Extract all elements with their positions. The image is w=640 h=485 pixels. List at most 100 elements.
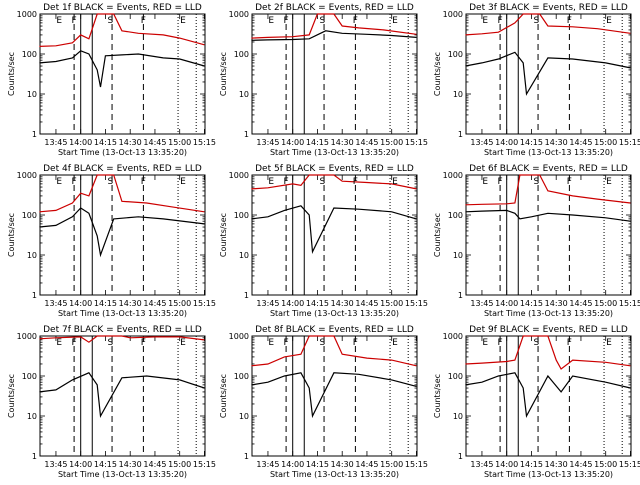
x-tick-label: 14:45 <box>569 299 592 308</box>
x-tick-label: 14:00 <box>281 460 304 469</box>
interval-marker: F <box>567 177 572 187</box>
series-red-line <box>39 174 205 213</box>
y-tick-label: 1000 <box>17 10 37 19</box>
plot-frame <box>39 174 206 296</box>
plot-frame <box>465 335 632 457</box>
interval-marker: E <box>482 16 488 26</box>
y-tick-label: 1 <box>244 130 249 139</box>
x-tick-label: 15:00 <box>380 460 403 469</box>
y-tick-label: 1 <box>458 291 463 300</box>
plot-frame <box>465 13 632 135</box>
interval-marker: F <box>72 177 77 187</box>
interval-marker: E <box>56 177 62 187</box>
x-tick-label: 13:45 <box>44 460 67 469</box>
x-tick-label: 14:15 <box>306 460 329 469</box>
interval-marker: F <box>141 338 146 348</box>
interval-marker: E <box>180 177 186 187</box>
x-tick-label: 15:00 <box>594 299 617 308</box>
x-tick-label: 14:45 <box>355 138 378 147</box>
interval-marker: S <box>534 16 540 26</box>
y-tick-label: 100 <box>22 50 37 59</box>
y-tick-label: 10 <box>239 412 249 421</box>
y-tick-label: 1 <box>32 130 37 139</box>
x-tick-label: 14:45 <box>355 299 378 308</box>
y-tick-label: 1000 <box>443 171 463 180</box>
x-tick-label: 14:30 <box>119 299 142 308</box>
y-tick-label: 10 <box>239 251 249 260</box>
x-tick-label: 14:15 <box>306 299 329 308</box>
x-tick-label: 15:00 <box>594 460 617 469</box>
x-tick-label: 15:00 <box>168 299 191 308</box>
x-tick-label: 14:30 <box>331 138 354 147</box>
interval-marker: E <box>606 338 612 348</box>
y-tick-label: 100 <box>448 372 463 381</box>
y-tick-label: 100 <box>234 50 249 59</box>
y-tick-label: 10 <box>27 412 37 421</box>
x-tick-label: 15:15 <box>619 460 640 469</box>
y-tick-label: 100 <box>448 50 463 59</box>
x-tick-label: 14:15 <box>94 460 117 469</box>
x-tick-label: 15:00 <box>594 138 617 147</box>
x-tick-label: 14:00 <box>495 138 518 147</box>
x-tick-label: 15:15 <box>405 460 428 469</box>
x-axis-label: Start Time (13-Oct-13 13:35:20) <box>270 148 399 157</box>
interval-marker: F <box>498 16 503 26</box>
interval-marker: S <box>534 177 540 187</box>
plot-title: Det 5f BLACK = Events, RED = LLD <box>255 164 414 174</box>
y-tick-label: 1 <box>244 291 249 300</box>
y-tick-label: 1 <box>32 452 37 461</box>
interval-marker: S <box>108 177 114 187</box>
y-axis-label: Counts/sec <box>433 213 442 257</box>
x-tick-label: 13:45 <box>256 138 279 147</box>
x-tick-label: 13:45 <box>44 299 67 308</box>
series-red-line <box>465 335 631 370</box>
interval-marker: E <box>56 338 62 348</box>
series-red-line <box>465 174 631 206</box>
x-axis-label: Start Time (13-Oct-13 13:35:20) <box>484 470 613 479</box>
interval-marker: S <box>108 338 114 348</box>
plot-frame <box>251 335 418 457</box>
series-red-line <box>251 335 417 367</box>
x-axis-label: Start Time (13-Oct-13 13:35:20) <box>270 470 399 479</box>
y-axis-label: Counts/sec <box>7 52 16 96</box>
x-tick-label: 14:30 <box>331 299 354 308</box>
plot-title: Det 8f BLACK = Events, RED = LLD <box>255 325 414 335</box>
x-tick-label: 14:30 <box>119 460 142 469</box>
x-tick-label: 14:00 <box>495 299 518 308</box>
x-tick-label: 13:45 <box>470 460 493 469</box>
x-tick-label: 14:45 <box>569 138 592 147</box>
y-tick-label: 100 <box>22 372 37 381</box>
interval-marker: E <box>392 177 398 187</box>
interval-marker: F <box>567 338 572 348</box>
x-tick-label: 14:45 <box>143 138 166 147</box>
y-tick-label: 1 <box>32 291 37 300</box>
interval-marker: F <box>353 16 358 26</box>
interval-marker: E <box>606 16 612 26</box>
plot-title: Det 3f BLACK = Events, RED = LLD <box>469 3 628 13</box>
x-axis-label: Start Time (13-Oct-13 13:35:20) <box>484 148 613 157</box>
detector-plot-9: Det 9f BLACK = Events, RED = LLD 1 10 100 10… <box>433 325 640 479</box>
x-tick-label: 15:00 <box>168 138 191 147</box>
y-tick-label: 1 <box>458 130 463 139</box>
x-tick-label: 15:15 <box>405 138 428 147</box>
x-tick-label: 15:15 <box>405 299 428 308</box>
interval-marker: F <box>498 338 503 348</box>
interval-marker: E <box>268 16 274 26</box>
interval-marker: F <box>72 338 77 348</box>
x-tick-label: 14:45 <box>143 299 166 308</box>
x-tick-label: 14:00 <box>69 299 92 308</box>
x-tick-label: 13:45 <box>470 299 493 308</box>
y-tick-label: 1000 <box>229 171 249 180</box>
x-tick-label: 13:45 <box>256 299 279 308</box>
x-tick-label: 15:15 <box>619 299 640 308</box>
interval-marker: E <box>606 177 612 187</box>
x-tick-label: 14:00 <box>281 299 304 308</box>
plot-title: Det 6f BLACK = Events, RED = LLD <box>469 164 628 174</box>
y-axis-label: Counts/sec <box>219 52 228 96</box>
detector-plot-1: Det 1f BLACK = Events, RED = LLD 1 10 100 10… <box>7 3 216 157</box>
series-red-line <box>39 335 205 343</box>
interval-marker: F <box>141 16 146 26</box>
y-tick-label: 10 <box>27 251 37 260</box>
interval-marker: S <box>108 16 114 26</box>
